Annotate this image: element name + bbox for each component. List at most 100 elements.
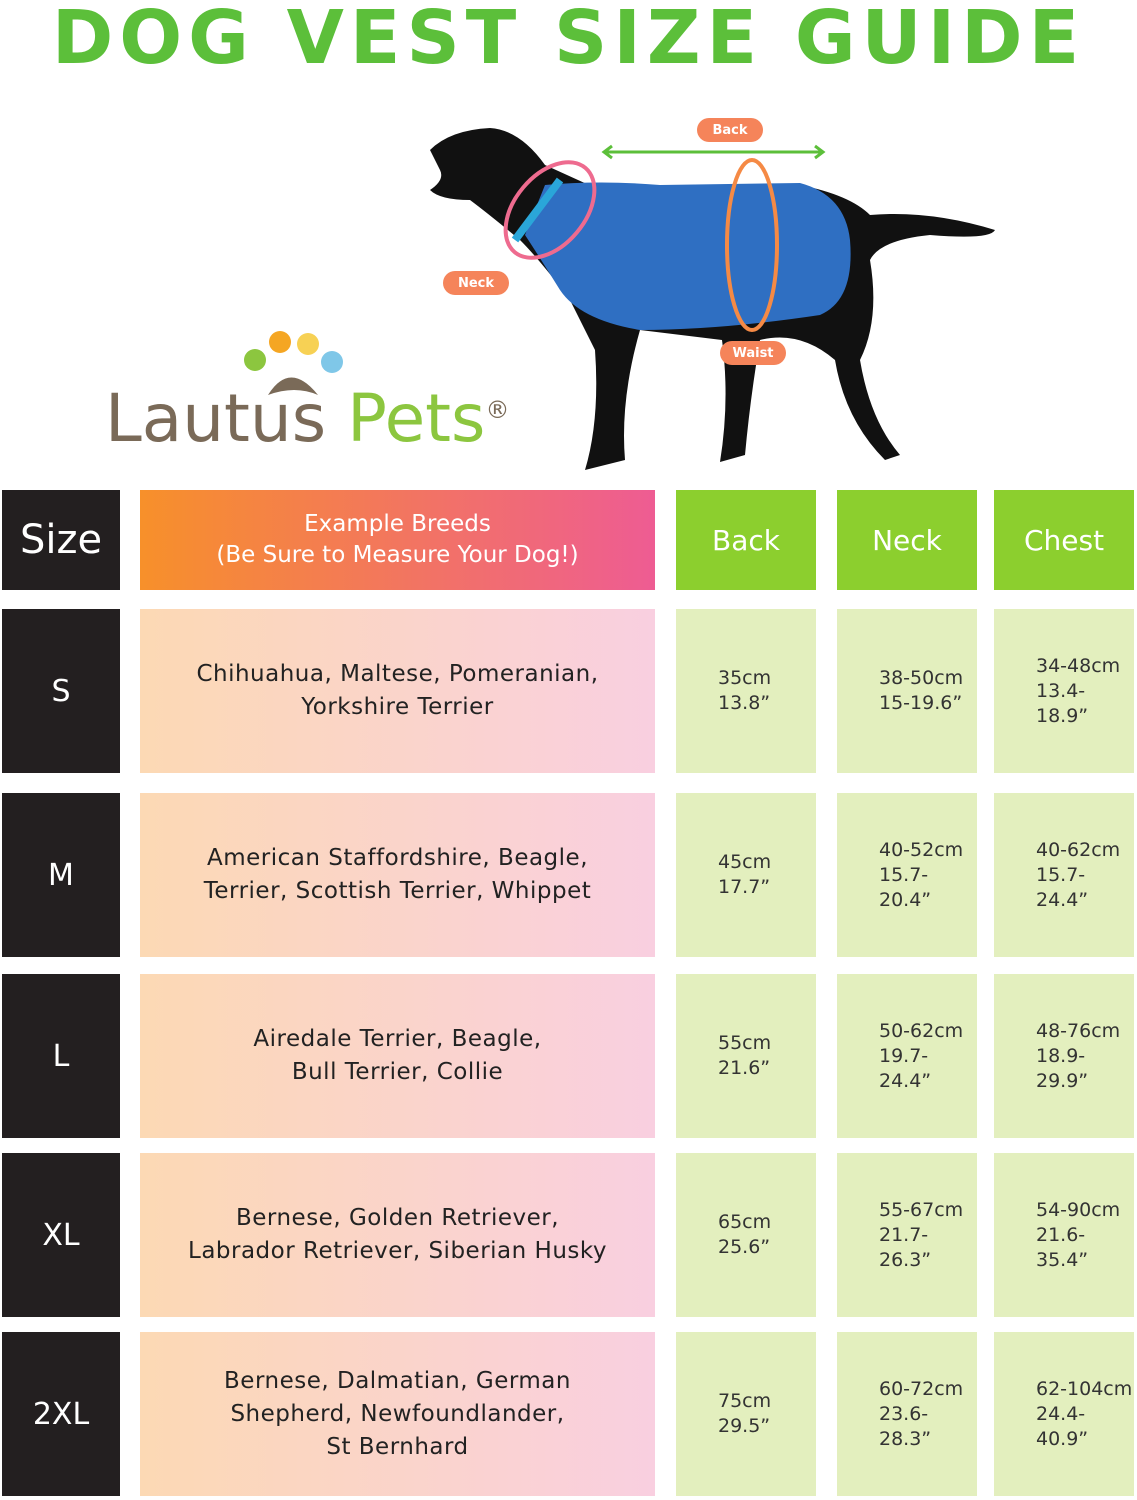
measurement: 19.7-24.4” — [879, 1044, 932, 1092]
title: DOG VEST SIZE GUIDE — [51, 0, 1086, 81]
measurement: 29.5” — [718, 1415, 771, 1437]
dog-diagram: Back Neck Waist — [244, 118, 995, 470]
back-cell: 65cm 25.6” — [676, 1153, 816, 1317]
measurement: 15.7-20.4” — [879, 863, 932, 911]
breeds-cell: Bernese, Dalmatian, German Shepherd, Newf… — [140, 1332, 655, 1496]
collar — [511, 177, 564, 243]
chest-cell: Chest — [994, 490, 1134, 590]
label-pill — [697, 118, 763, 142]
measurement: 18.9-29.9” — [1036, 1044, 1089, 1092]
measurement: 50-62cm — [879, 1019, 964, 1042]
size-label: XL — [42, 1217, 80, 1253]
breed-line: Shepherd, Newfoundlander, — [230, 1400, 565, 1427]
chest-cell: 54-90cm 21.6-35.4” — [994, 1153, 1134, 1317]
logo: Lautus Pets® — [105, 380, 509, 457]
measurement: 25.6” — [718, 1236, 771, 1258]
logo-word: Lautus — [105, 380, 327, 457]
size-label: L — [52, 1038, 70, 1074]
breed-line: Bull Terrier, Collie — [291, 1059, 504, 1085]
measurement: 35cm — [718, 667, 772, 689]
header-text: Chest — [1023, 523, 1105, 557]
breed-line: Labrador Retriever, Siberian Husky — [188, 1238, 607, 1264]
measurement: 17.7” — [718, 876, 771, 898]
measurement: 65cm — [718, 1211, 772, 1233]
logo-mark: ® — [485, 396, 510, 424]
header-text: Back — [712, 523, 780, 557]
neck-cell: Neck — [837, 490, 977, 590]
measurement: 60-72cm — [879, 1377, 964, 1400]
measurement: 48-76cm — [1036, 1019, 1121, 1042]
header-text: Size — [19, 517, 103, 563]
neck-label: Neck — [458, 276, 494, 291]
breed-line: Bernese, Golden Retriever, — [235, 1205, 560, 1231]
breeds-cell: Bernese, Golden Retriever, Labrador Retri… — [140, 1153, 655, 1317]
vest — [525, 182, 851, 330]
breeds-cell: Example Breeds (Be Sure to Measure Your D… — [140, 490, 655, 590]
measurement: 13.8” — [718, 692, 771, 714]
measurement: 62-104cm — [1036, 1377, 1133, 1400]
measurement: 24.4-40.9” — [1036, 1402, 1089, 1450]
breed-line: Terrier, Scottish Terrier, Whippet — [203, 878, 592, 904]
size-cell: 2XL — [2, 1332, 120, 1496]
size-cell: XL — [2, 1153, 120, 1317]
chest-cell: 40-62cm 15.7-24.4” — [994, 793, 1134, 957]
measurement: 45cm — [718, 851, 772, 873]
back-cell: 45cm 17.7” — [676, 793, 816, 957]
chest-cell: 62-104cm 24.4-40.9” — [994, 1332, 1134, 1496]
back-cell: Back — [676, 490, 816, 590]
label-pill — [443, 271, 509, 295]
breed-line: St Bernhard — [326, 1433, 469, 1460]
chest-cell: 34-48cm 13.4-18.9” — [994, 609, 1134, 773]
back-cell: 75cm 29.5” — [676, 1332, 816, 1496]
measurement: 15-19.6” — [879, 692, 963, 714]
back-cell: 35cm 13.8” — [676, 609, 816, 773]
neck-cell: 40-52cm 15.7-20.4” — [837, 793, 977, 957]
measurement: 21.6” — [718, 1057, 771, 1079]
paw-icon — [244, 331, 343, 395]
size-cell: S — [2, 609, 120, 773]
neck-cell: 60-72cm 23.6-28.3” — [837, 1332, 977, 1496]
neck-cell: 38-50cm 15-19.6” — [837, 609, 977, 773]
chest-cell: 48-76cm 18.9-29.9” — [994, 974, 1134, 1138]
breeds-cell: American Staffordshire, Beagle, Terrier, … — [140, 793, 655, 957]
measurement: 23.6-28.3” — [879, 1402, 932, 1450]
measurement: 54-90cm — [1036, 1198, 1121, 1221]
measurement: 13.4-18.9” — [1036, 679, 1089, 727]
measurement: 15.7-24.4” — [1036, 863, 1089, 911]
measurement: 55-67cm — [879, 1198, 964, 1221]
neck-ring — [503, 160, 597, 260]
waist-ring — [725, 158, 779, 332]
breed-line: Chihuahua, Maltese, Pomeranian, — [196, 661, 599, 687]
size-label: M — [48, 857, 74, 893]
measurement: 38-50cm — [879, 667, 964, 689]
header-text: (Be Sure to Measure Your Dog!) — [216, 542, 579, 568]
breed-line: American Staffordshire, Beagle, — [206, 845, 589, 871]
back-cell: 55cm 21.6” — [676, 974, 816, 1138]
neck-cell: 55-67cm 21.7-26.3” — [837, 1153, 977, 1317]
breed-line: Yorkshire Terrier — [301, 694, 494, 720]
breeds-cell: Chihuahua, Maltese, Pomeranian, Yorkshire… — [140, 609, 655, 773]
header-text: Neck — [872, 523, 942, 557]
breed-line: Airedale Terrier, Beagle, — [253, 1026, 542, 1052]
measurement: 75cm — [718, 1390, 772, 1412]
breed-line: Bernese, Dalmatian, German — [224, 1367, 571, 1394]
size-cell: L — [2, 974, 120, 1138]
size-cell: Size — [2, 490, 120, 590]
header-text: Example Breeds — [304, 511, 491, 537]
measurement: 21.7-26.3” — [879, 1223, 932, 1271]
label-pill — [720, 341, 786, 365]
logo-word: Pets — [347, 380, 486, 457]
size-cell: M — [2, 793, 120, 957]
waist-label: Waist — [732, 346, 773, 361]
size-label: S — [51, 673, 71, 709]
measurement: 55cm — [718, 1032, 772, 1054]
back-label: Back — [712, 123, 747, 138]
arrow-heads — [601, 144, 826, 160]
measurement: 21.6-35.4” — [1036, 1223, 1089, 1271]
neck-cell: 50-62cm 19.7-24.4” — [837, 974, 977, 1138]
measurement: 40-52cm — [879, 838, 964, 861]
measurement: 40-62cm — [1036, 838, 1121, 861]
size-label: 2XL — [32, 1396, 90, 1432]
measurement: 34-48cm — [1036, 654, 1121, 677]
